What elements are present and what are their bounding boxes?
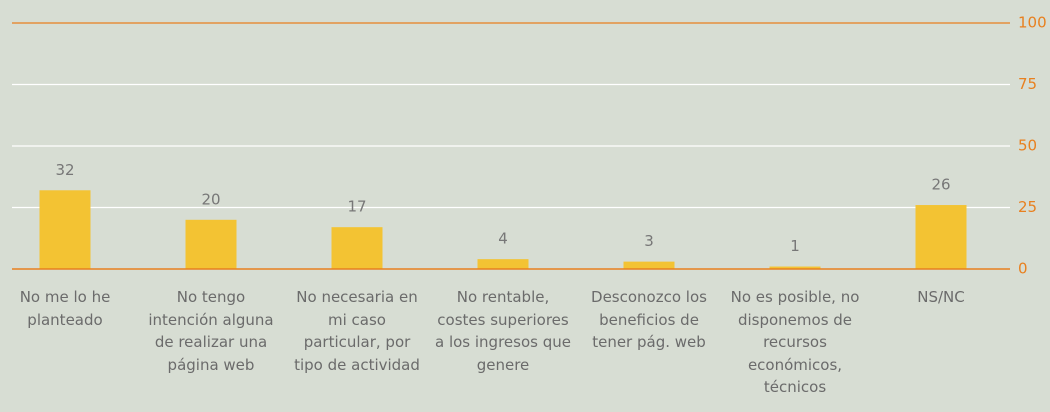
x-tick-label: No es posible, no disponemos de recursos… <box>730 288 860 396</box>
x-tick-label: No rentable, costes superiores a los ing… <box>435 288 571 374</box>
y-tick-label: 50 <box>1018 137 1037 155</box>
value-label: 32 <box>55 161 74 179</box>
value-label: 26 <box>931 176 950 194</box>
x-tick-label: No necesaria en mi caso particular, por … <box>294 288 420 374</box>
value-label: 4 <box>498 230 508 248</box>
y-tick-label: 0 <box>1018 260 1028 278</box>
x-tick-label: No tengo intención alguna de realizar un… <box>148 288 274 374</box>
bar <box>623 261 675 269</box>
value-label: 20 <box>201 190 220 208</box>
value-label: 1 <box>790 237 800 255</box>
x-tick-label: NS/NC <box>917 288 965 306</box>
y-tick-label: 25 <box>1018 198 1037 216</box>
bar <box>185 219 237 269</box>
x-tick-label: Desconozco los beneficios de tener pág. … <box>591 288 707 351</box>
bar <box>769 266 821 269</box>
bar <box>39 190 91 269</box>
bar <box>331 227 383 269</box>
value-label: 3 <box>644 232 654 250</box>
y-tick-label: 100 <box>1018 14 1047 32</box>
bar <box>915 205 967 269</box>
bar <box>477 259 529 269</box>
x-tick-label: No me lo he planteado <box>19 288 111 329</box>
y-tick-label: 75 <box>1018 75 1037 93</box>
value-label: 17 <box>347 198 366 216</box>
